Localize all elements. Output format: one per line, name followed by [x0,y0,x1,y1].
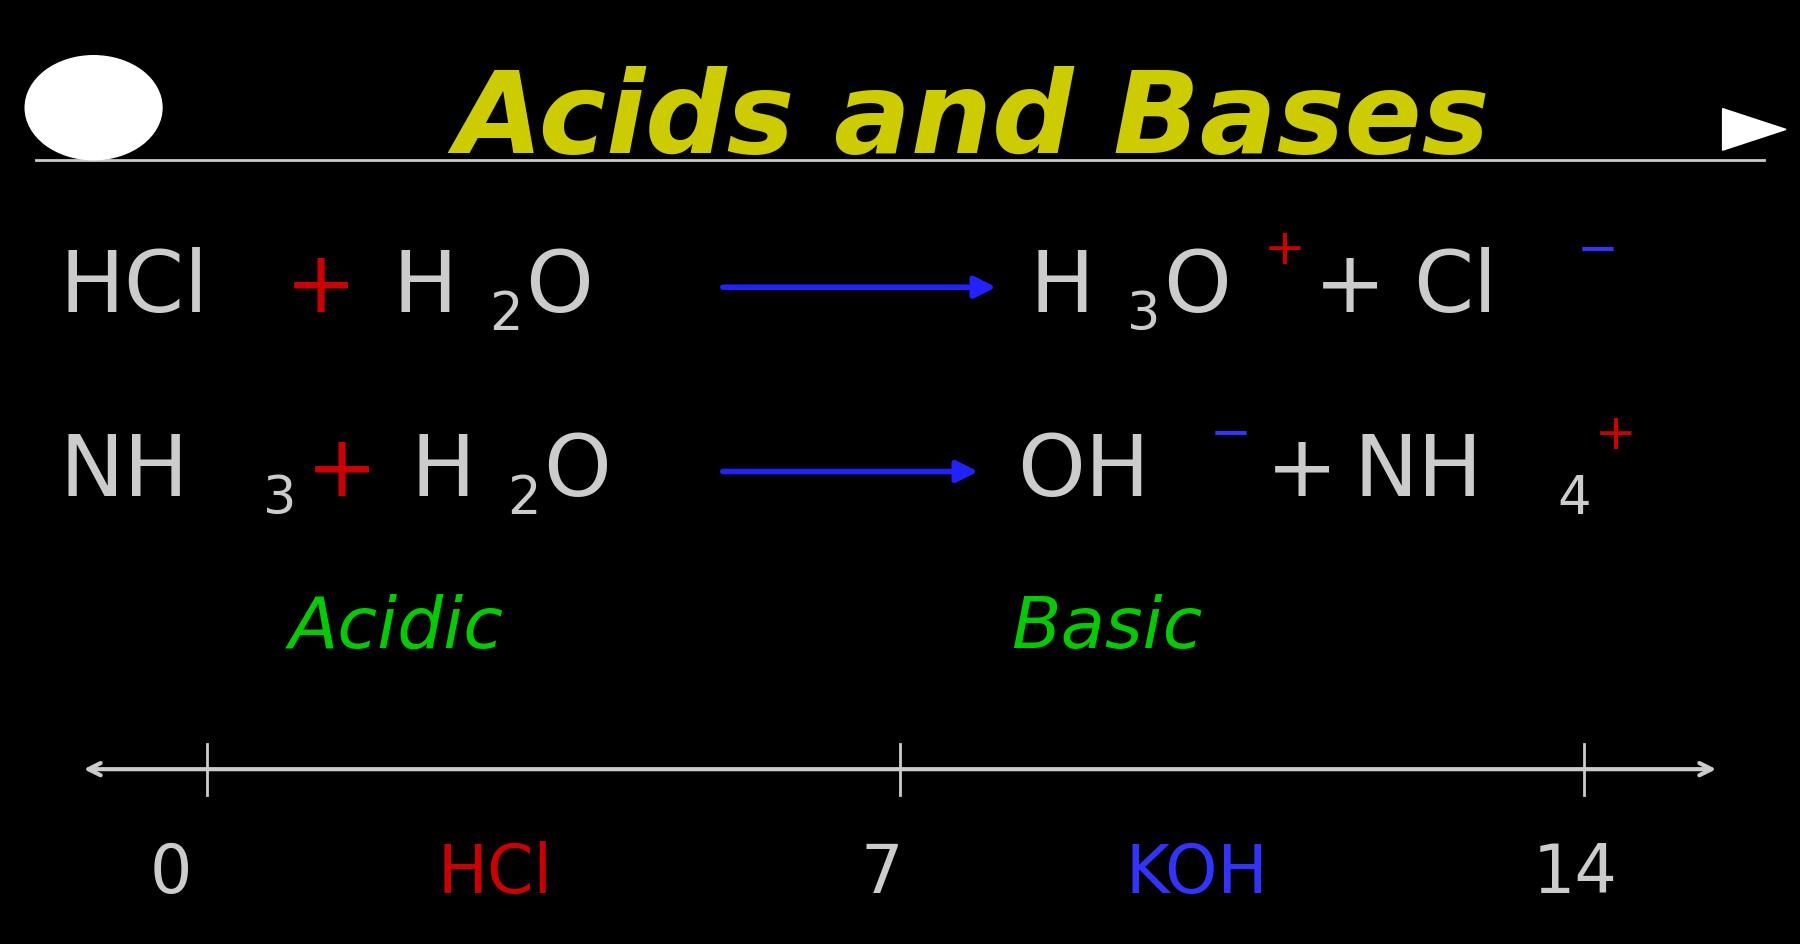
Text: HCl: HCl [59,246,209,329]
Text: Acids and Bases: Acids and Bases [454,66,1490,177]
Text: 14: 14 [1532,840,1618,906]
Ellipse shape [25,57,162,160]
Text: H: H [392,246,457,329]
Text: O: O [1163,246,1231,329]
Text: Cl: Cl [1413,246,1498,329]
Text: +: + [1264,227,1305,274]
Text: +: + [1314,246,1386,329]
Text: 2: 2 [508,472,542,525]
Text: Acidic: Acidic [288,593,504,663]
Text: +: + [1595,411,1636,458]
Text: 7: 7 [860,840,904,906]
Text: 0: 0 [149,840,193,906]
Text: O: O [544,430,612,514]
Text: +: + [1265,430,1337,514]
Text: 4: 4 [1557,472,1591,525]
Text: +: + [284,246,356,329]
Text: NH: NH [59,430,189,514]
Text: O: O [526,246,594,329]
Text: 2: 2 [490,288,524,341]
Text: NH: NH [1354,430,1483,514]
Text: H: H [410,430,475,514]
Text: −: − [1577,227,1618,274]
Text: +: + [306,430,378,514]
Polygon shape [1723,110,1786,151]
Text: −: − [1210,411,1251,458]
Text: OH: OH [1017,430,1150,514]
Text: 3: 3 [1127,288,1161,341]
Text: HCl: HCl [437,840,553,906]
Text: H: H [1030,246,1094,329]
Text: Basic: Basic [1012,593,1202,663]
Text: KOH: KOH [1125,840,1269,906]
Text: 3: 3 [263,472,297,525]
